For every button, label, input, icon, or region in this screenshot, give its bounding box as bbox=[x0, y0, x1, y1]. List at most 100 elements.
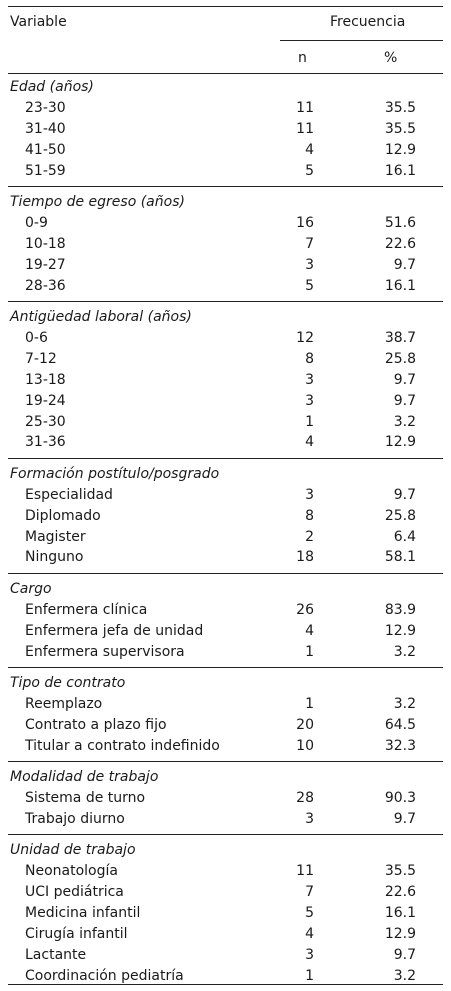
row-n: 3 bbox=[305, 371, 314, 388]
row-n: 11 bbox=[296, 863, 314, 880]
table-row: 19-24 3 9.7 bbox=[0, 391, 451, 411]
group-divider bbox=[8, 761, 443, 762]
table-row: 31-40 11 35.5 bbox=[0, 119, 451, 139]
row-label: 7-12 bbox=[25, 350, 57, 367]
row-percent: 9.7 bbox=[393, 946, 416, 963]
row-percent: 3.2 bbox=[393, 695, 416, 712]
row-n: 8 bbox=[305, 350, 314, 367]
table-row: 41-50 4 12.9 bbox=[0, 140, 451, 160]
row-label: Cirugía infantil bbox=[25, 925, 128, 942]
row-percent: 16.1 bbox=[384, 277, 416, 294]
row-percent: 12.9 bbox=[384, 141, 416, 158]
table-row: Especialidad 3 9.7 bbox=[0, 485, 451, 505]
row-percent: 9.7 bbox=[393, 256, 416, 273]
row-label: UCI pediátrica bbox=[25, 884, 124, 900]
row-label: Enfermera supervisora bbox=[25, 643, 185, 660]
group-heading: Formación postítulo/posgrado bbox=[0, 464, 451, 484]
table-row: Coordinación pediatría 1 3.2 bbox=[0, 966, 451, 986]
row-percent: 38.7 bbox=[384, 329, 416, 346]
row-label: 13-18 bbox=[25, 371, 66, 388]
row-n: 16 bbox=[296, 214, 314, 231]
group-heading: Tiempo de egreso (años) bbox=[0, 192, 451, 212]
row-label: Reemplazo bbox=[25, 695, 103, 712]
row-n: 2 bbox=[305, 528, 314, 545]
table-row: 51-59 5 16.1 bbox=[0, 161, 451, 181]
group-heading: Edad (años) bbox=[0, 77, 451, 97]
table-row: Titular a contrato indefinido 10 32.3 bbox=[0, 736, 451, 756]
row-n: 3 bbox=[305, 946, 314, 963]
row-percent: 3.2 bbox=[393, 643, 416, 660]
row-percent: 58.1 bbox=[384, 549, 416, 566]
group-divider bbox=[8, 186, 443, 187]
row-percent: 12.9 bbox=[384, 622, 416, 639]
row-percent: 25.8 bbox=[384, 507, 416, 524]
row-label: Trabajo diurno bbox=[25, 810, 125, 827]
table-row: Medicina infantil 5 16.1 bbox=[0, 903, 451, 923]
top-rule bbox=[8, 6, 443, 7]
row-percent: 35.5 bbox=[384, 99, 416, 116]
header-variable: Variable bbox=[10, 14, 67, 30]
row-n: 3 bbox=[305, 392, 314, 409]
table-row: Reemplazo 1 3.2 bbox=[0, 694, 451, 714]
group-title: Edad (años) bbox=[10, 79, 94, 95]
row-n: 12 bbox=[296, 329, 314, 346]
row-n: 11 bbox=[296, 120, 314, 137]
row-n: 3 bbox=[305, 256, 314, 273]
row-n: 1 bbox=[305, 413, 314, 430]
group-title: Unidad de trabajo bbox=[10, 842, 136, 859]
row-label: 0-9 bbox=[25, 214, 48, 231]
group-divider bbox=[8, 666, 443, 668]
row-n: 18 bbox=[296, 549, 314, 566]
row-label: Medicina infantil bbox=[25, 904, 141, 921]
row-percent: 90.3 bbox=[384, 789, 416, 806]
row-label: 51-59 bbox=[25, 162, 66, 179]
row-label: Coordinación pediatría bbox=[25, 967, 184, 984]
row-label: 25-30 bbox=[25, 413, 66, 430]
row-n: 4 bbox=[305, 434, 314, 451]
row-n: 7 bbox=[305, 235, 314, 252]
table-row: Diplomado 8 25.8 bbox=[0, 506, 451, 526]
table-row: 28-36 5 16.1 bbox=[0, 276, 451, 296]
row-percent: 22.6 bbox=[384, 884, 416, 900]
table-row: Neonatología 11 35.5 bbox=[0, 861, 451, 881]
row-label: Contrato a plazo fijo bbox=[25, 716, 167, 733]
table-row: Enfermera supervisora 1 3.2 bbox=[0, 642, 451, 662]
row-n: 11 bbox=[296, 99, 314, 116]
table-row: 25-30 1 3.2 bbox=[0, 412, 451, 432]
table-row: 19-27 3 9.7 bbox=[0, 255, 451, 275]
row-n: 5 bbox=[305, 904, 314, 921]
row-n: 3 bbox=[305, 810, 314, 827]
row-percent: 9.7 bbox=[393, 392, 416, 409]
row-percent: 51.6 bbox=[384, 214, 416, 231]
row-label: Diplomado bbox=[25, 507, 101, 524]
row-n: 8 bbox=[305, 507, 314, 524]
table-row: 0-6 12 38.7 bbox=[0, 328, 451, 348]
frecuencia-underline bbox=[280, 40, 443, 41]
row-percent: 9.7 bbox=[393, 371, 416, 388]
row-percent: 35.5 bbox=[384, 863, 416, 880]
group-title: Antigüedad laboral (años) bbox=[10, 309, 192, 325]
group-title: Tipo de contrato bbox=[10, 674, 126, 691]
table-row: Trabajo diurno 3 9.7 bbox=[0, 809, 451, 829]
group-title: Modalidad de trabajo bbox=[10, 769, 159, 785]
row-percent: 12.9 bbox=[384, 925, 416, 942]
row-n: 1 bbox=[305, 695, 314, 712]
row-percent: 64.5 bbox=[384, 716, 416, 733]
table-row: Sistema de turno 28 90.3 bbox=[0, 788, 451, 808]
row-percent: 3.2 bbox=[393, 967, 416, 984]
row-percent: 12.9 bbox=[384, 434, 416, 451]
row-percent: 83.9 bbox=[384, 601, 416, 618]
row-label: 19-24 bbox=[25, 392, 66, 409]
table-row: 0-9 16 51.6 bbox=[0, 213, 451, 233]
table-row: UCI pediátrica 7 22.6 bbox=[0, 882, 451, 902]
group-heading: Unidad de trabajo bbox=[0, 840, 451, 860]
row-n: 10 bbox=[296, 737, 314, 754]
row-label: Especialidad bbox=[25, 486, 113, 503]
row-n: 4 bbox=[305, 141, 314, 158]
table-row: 7-12 8 25.8 bbox=[0, 349, 451, 369]
row-percent: 6.4 bbox=[393, 528, 416, 545]
row-percent: 25.8 bbox=[384, 350, 416, 367]
group-heading: Antigüedad laboral (años) bbox=[0, 307, 451, 327]
row-label: 31-36 bbox=[25, 434, 66, 451]
